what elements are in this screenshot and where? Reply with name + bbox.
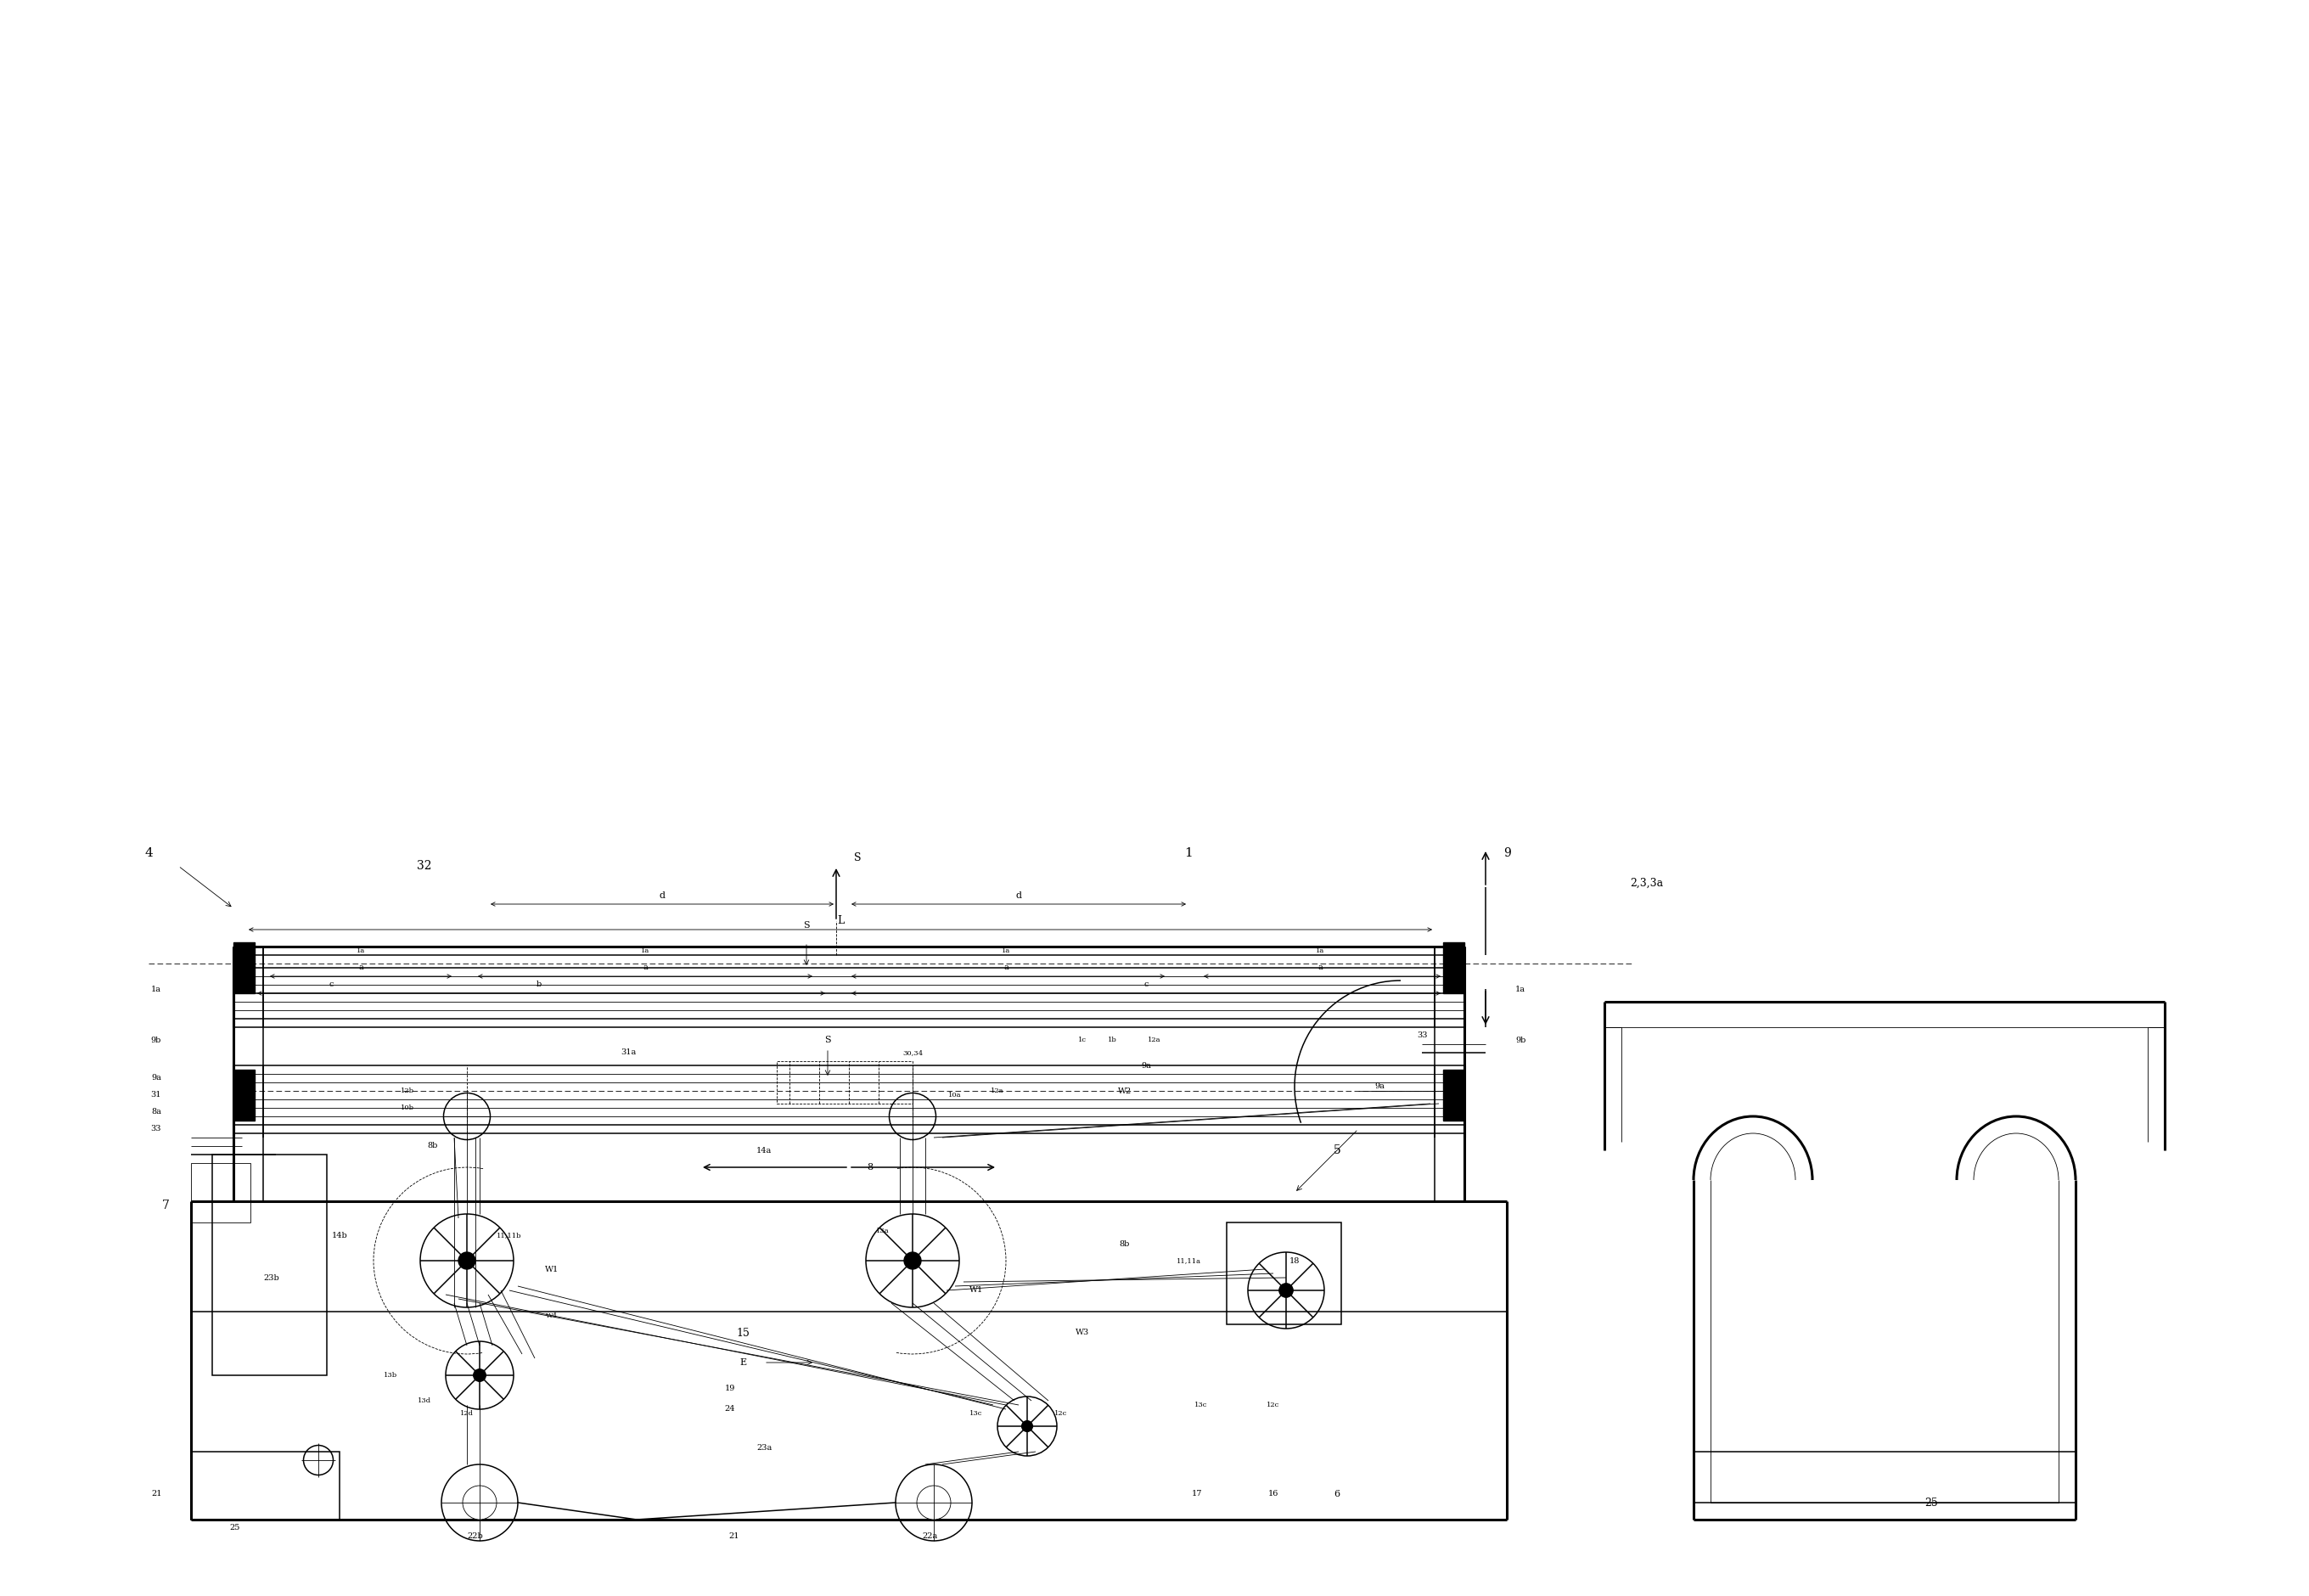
- Text: 6: 6: [1335, 1491, 1339, 1499]
- Text: 12d: 12d: [459, 1411, 473, 1417]
- Text: 13c: 13c: [1194, 1401, 1208, 1408]
- Text: 25: 25: [1926, 1497, 1937, 1508]
- Text: d: d: [658, 892, 665, 900]
- Text: 9a: 9a: [150, 1074, 162, 1082]
- Text: 1c: 1c: [1078, 1036, 1088, 1044]
- Circle shape: [473, 1369, 485, 1382]
- Circle shape: [459, 1253, 476, 1269]
- Text: S: S: [854, 852, 861, 863]
- Text: 33: 33: [1418, 1033, 1427, 1039]
- Text: 8a: 8a: [150, 1108, 162, 1116]
- Bar: [233, 942, 254, 993]
- Text: a: a: [358, 964, 363, 972]
- Text: 11,11b: 11,11b: [496, 1232, 522, 1238]
- Text: 22b: 22b: [466, 1532, 483, 1540]
- Text: a: a: [1004, 964, 1009, 972]
- Text: 1a: 1a: [150, 985, 162, 993]
- Text: 23a: 23a: [757, 1444, 771, 1451]
- Text: c: c: [328, 982, 332, 988]
- Text: W3: W3: [1076, 1329, 1090, 1337]
- Text: 15: 15: [737, 1328, 750, 1339]
- Text: 1a: 1a: [1316, 948, 1325, 954]
- Text: S: S: [824, 1036, 831, 1044]
- Text: 9b: 9b: [150, 1036, 162, 1044]
- Text: W2: W2: [1118, 1087, 1131, 1095]
- Bar: [1692, 1452, 2076, 1502]
- Text: E: E: [739, 1358, 746, 1366]
- Text: W1: W1: [970, 1286, 984, 1294]
- Text: 33: 33: [150, 1125, 162, 1133]
- Text: 23b: 23b: [263, 1274, 279, 1282]
- Text: 18: 18: [1288, 1258, 1300, 1264]
- Text: 12c: 12c: [1055, 1411, 1067, 1417]
- Text: 9a: 9a: [1374, 1082, 1385, 1090]
- Text: 16: 16: [1268, 1491, 1279, 1499]
- Text: 17: 17: [1191, 1491, 1203, 1499]
- Circle shape: [1023, 1420, 1032, 1432]
- Bar: [212, 1154, 328, 1376]
- Text: 21: 21: [730, 1532, 739, 1540]
- Bar: [192, 1452, 339, 1519]
- Text: 31: 31: [150, 1092, 162, 1100]
- Text: 7: 7: [162, 1200, 171, 1211]
- Text: 14a: 14a: [757, 1146, 771, 1154]
- Text: 4: 4: [145, 847, 152, 859]
- Text: d: d: [1016, 892, 1021, 900]
- Text: 25: 25: [229, 1524, 240, 1532]
- Bar: [1443, 1069, 1464, 1120]
- Text: 13b: 13b: [383, 1373, 397, 1379]
- Text: 8b: 8b: [427, 1143, 439, 1149]
- Text: c: c: [1143, 982, 1148, 988]
- Circle shape: [1279, 1283, 1293, 1298]
- Circle shape: [917, 1486, 951, 1519]
- Text: 14b: 14b: [332, 1232, 349, 1238]
- Text: 1a: 1a: [642, 948, 649, 954]
- Text: 9: 9: [1503, 847, 1510, 859]
- Text: 2,3,3a: 2,3,3a: [1630, 878, 1662, 889]
- Text: 13c: 13c: [970, 1411, 984, 1417]
- Text: 31a: 31a: [621, 1049, 635, 1057]
- Bar: [1443, 942, 1464, 993]
- Text: 1a: 1a: [1002, 948, 1011, 954]
- Text: W1: W1: [545, 1266, 559, 1274]
- Text: 12c: 12c: [1268, 1401, 1279, 1408]
- Bar: [233, 1069, 254, 1120]
- Circle shape: [905, 1253, 921, 1269]
- Text: a: a: [1318, 964, 1323, 972]
- Text: 30,34: 30,34: [903, 1049, 924, 1057]
- Text: 8b: 8b: [1120, 1240, 1129, 1248]
- Text: 21: 21: [152, 1491, 162, 1499]
- Text: 13d: 13d: [418, 1398, 432, 1404]
- Bar: [1226, 1223, 1342, 1325]
- Text: 1b: 1b: [1108, 1036, 1118, 1044]
- Text: 5: 5: [1332, 1144, 1342, 1156]
- Text: 24: 24: [725, 1406, 734, 1412]
- Text: 1a: 1a: [1515, 985, 1526, 993]
- Text: 1a: 1a: [356, 948, 365, 954]
- Text: 32: 32: [418, 860, 432, 871]
- Text: 8: 8: [868, 1163, 873, 1171]
- Text: 9a: 9a: [1141, 1061, 1152, 1069]
- Text: 19: 19: [725, 1384, 734, 1392]
- Text: 9b: 9b: [1515, 1036, 1526, 1044]
- Text: 10a: 10a: [949, 1092, 961, 1098]
- Text: 13a: 13a: [875, 1227, 889, 1234]
- Circle shape: [462, 1486, 496, 1519]
- Text: 10b: 10b: [402, 1104, 413, 1111]
- Text: W4: W4: [545, 1312, 559, 1320]
- Text: S: S: [804, 921, 810, 929]
- Text: 11,11a: 11,11a: [1175, 1258, 1201, 1264]
- Bar: [776, 1061, 912, 1103]
- Text: L: L: [836, 916, 843, 927]
- Text: 12a: 12a: [1148, 1036, 1161, 1044]
- Bar: [192, 1163, 249, 1223]
- Text: a: a: [642, 964, 647, 972]
- Text: 1: 1: [1185, 847, 1191, 859]
- Text: b: b: [536, 982, 543, 988]
- Text: 12b: 12b: [402, 1087, 413, 1095]
- Text: 12a: 12a: [991, 1087, 1004, 1095]
- Text: 22a: 22a: [921, 1532, 937, 1540]
